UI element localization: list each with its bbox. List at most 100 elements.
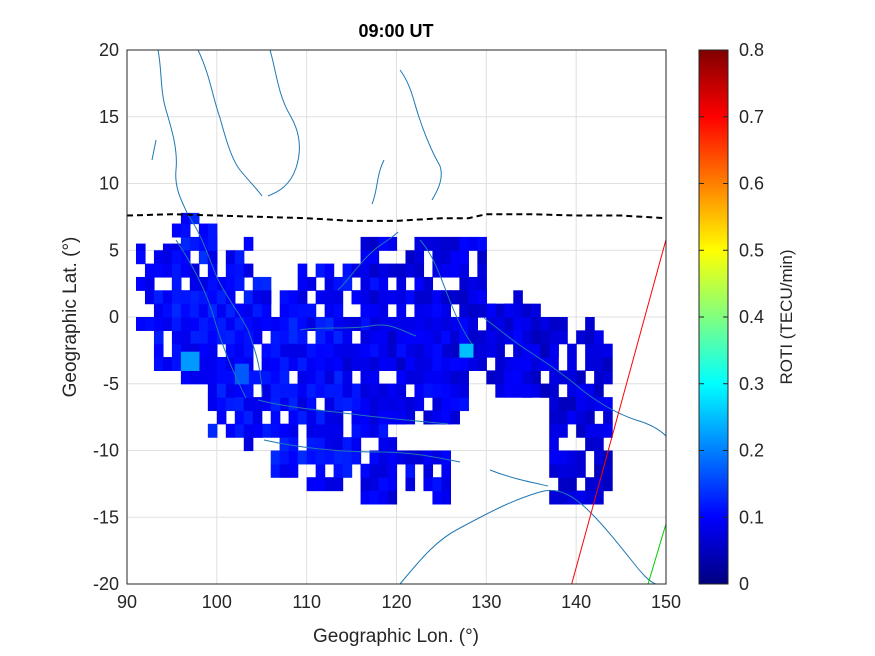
roti-cell [378,330,389,345]
roti-cell [369,236,380,251]
roti-cell [243,290,254,305]
roti-cell [567,410,577,425]
roti-cell [288,303,299,318]
roti-cell [459,397,469,412]
roti-cell [279,303,290,318]
roti-cell [396,290,407,305]
roti-cell [279,370,290,385]
roti-cell [351,397,362,412]
roti-cell [234,250,245,265]
roti-cell [369,397,380,412]
roti-cell [477,330,487,345]
roti-cell [378,477,389,492]
roti-cell [180,357,191,371]
roti-cell [243,383,254,398]
roti-cell [405,370,416,385]
roti-cell [558,397,568,412]
roti-cell [468,303,478,318]
roti-cell [468,343,474,358]
roti-cell [594,343,604,358]
roti-cell [234,330,245,345]
roti-cell [576,383,586,398]
roti-cell [324,330,335,345]
roti-cell [261,370,272,385]
x-axis-title: Geographic Lon. (°) [313,626,479,647]
roti-cell [135,250,146,265]
roti-cell [423,370,434,385]
roti-cell [576,463,586,478]
roti-cell [225,263,236,278]
roti-cell [360,263,371,278]
roti-cell [567,357,577,371]
roti-cell [252,397,263,412]
roti-cell [585,490,595,505]
roti-cell [225,343,236,358]
roti-cell [405,330,416,345]
roti-cell [549,370,559,385]
roti-cell [234,363,245,371]
roti-cell [306,437,317,452]
roti-cell [576,370,586,385]
roti-cell [396,276,407,291]
roti-cell [207,236,218,251]
roti-cell [180,370,191,385]
roti-cell [162,290,173,305]
roti-cell [270,370,281,385]
roti-cell [378,437,389,452]
roti-cell [360,490,371,505]
roti-cell [432,290,443,305]
y-tick-label: -15 [93,507,119,527]
roti-cell [585,317,595,331]
roti-cell [549,357,559,371]
roti-cell [279,357,290,371]
colorbar-ticks: 0 0.1 0.2 0.3 0.4 0.5 0.6 0.7 0.8 [699,40,764,594]
roti-cell [243,423,254,438]
roti-cell [369,303,380,318]
roti-cell [585,397,595,412]
roti-cell [603,423,613,438]
roti-cell [540,343,550,358]
roti-cell [603,397,613,412]
roti-cell [378,490,389,505]
roti-cell [207,370,218,385]
roti-cell [333,450,344,465]
roti-cell [405,290,416,305]
roti-cell [261,290,272,305]
roti-cell [135,317,146,331]
colorbar-tick-label: 0.8 [739,40,764,60]
roti-cell [423,410,434,425]
roti-cell [288,343,299,358]
x-tick-label: 140 [561,592,591,612]
roti-cell [477,236,487,251]
roti-cell [477,263,487,278]
roti-cell [306,276,317,291]
y-tick-label: 20 [99,40,119,60]
roti-cell [270,317,281,331]
roti-cell [207,223,218,238]
roti-cell [324,477,335,492]
roti-cell [333,330,344,345]
roti-cell [207,423,218,438]
roti-cell [567,477,577,492]
roti-cell [594,397,604,412]
roti-cell [540,317,550,331]
roti-cell [180,330,191,345]
roti-cell [288,330,299,345]
roti-cell [360,463,371,478]
roti-cell [387,397,398,412]
roti-cell [207,357,218,371]
roti-cell [585,477,595,492]
roti-cell [288,437,299,452]
roti-cell [414,343,425,358]
roti-cell [504,357,514,371]
roti-cell [378,263,389,278]
roti-cell [360,397,371,412]
roti-cell [234,276,245,291]
roti-cell [495,330,505,345]
roti-cell [513,303,523,318]
roti-cell [477,357,487,371]
roti-cell [162,263,173,278]
roti-cell [459,330,469,345]
roti-cell [549,383,559,398]
roti-cell [180,343,191,358]
